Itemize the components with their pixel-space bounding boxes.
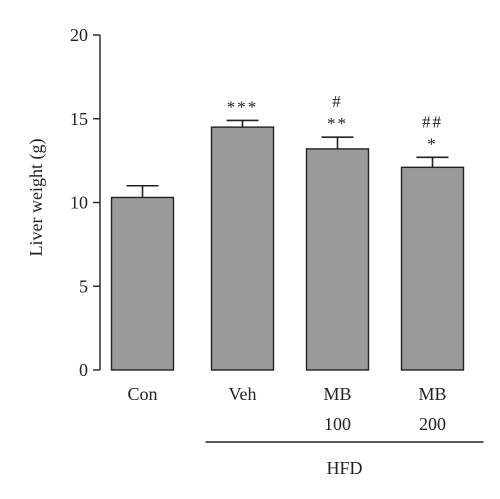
x-category-sublabel: 200	[419, 414, 446, 434]
x-category-label: MB	[323, 384, 351, 404]
y-tick-label: 10	[70, 193, 88, 213]
significance-marker-hash: ##	[422, 112, 443, 131]
bar	[305, 148, 370, 371]
y-tick-label: 5	[79, 276, 88, 296]
significance-marker: *	[427, 134, 438, 153]
bar	[210, 126, 275, 371]
y-axis-title: Liver weight (g)	[26, 139, 47, 257]
hfd-group-label: HFD	[326, 458, 362, 478]
bars-group: *****#*##	[110, 92, 465, 371]
bar	[400, 166, 465, 371]
x-category-label: MB	[418, 384, 446, 404]
x-axis-labels: Con Veh MB 100 MB 200	[127, 384, 446, 434]
y-axis: 0 5 10 15 20	[70, 25, 101, 380]
x-category-sublabel: 100	[324, 414, 351, 434]
bar	[110, 196, 175, 371]
x-category-label: Con	[127, 384, 157, 404]
y-tick-label: 0	[79, 360, 88, 380]
significance-marker-hash: #	[332, 92, 343, 111]
y-tick-label: 15	[70, 109, 88, 129]
x-category-label: Veh	[229, 384, 257, 404]
significance-marker: **	[327, 114, 348, 133]
significance-marker: ***	[227, 97, 259, 116]
y-tick-label: 20	[70, 25, 88, 45]
